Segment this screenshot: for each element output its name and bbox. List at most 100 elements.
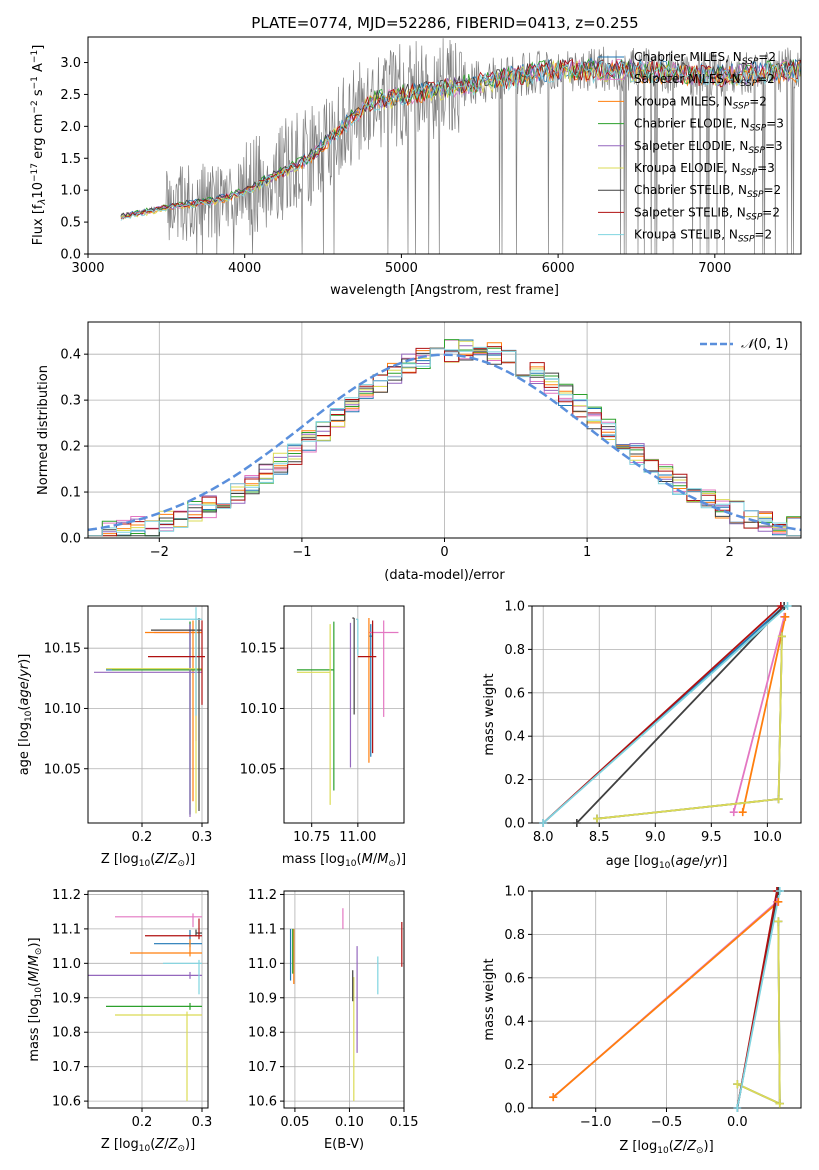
x-tick-label: 0	[440, 545, 448, 560]
y-tick-label: 0.1	[60, 486, 81, 501]
x-tick-label: −2	[150, 545, 169, 560]
y-tick-label: 10.05	[44, 762, 81, 777]
x-tick-label: −1	[292, 545, 311, 560]
weight-marker	[549, 1093, 558, 1102]
y-tick-label: 10.15	[44, 642, 81, 657]
x-axis-label: mass [log10(M/M⊙)]	[282, 852, 406, 869]
axes-frame	[87, 890, 209, 1109]
x-axis-label: age [log10(age/yr)]	[606, 854, 728, 871]
x-tick-label: 8.5	[589, 830, 610, 845]
x-tick-label: 2	[726, 545, 734, 560]
x-axis-label: Z [log10(Z/Z⊙)]	[619, 1139, 713, 1156]
axes-spectrum: 3000 4000 5000 6000 7000 0.0 0.5 1.0 1.5 2.0 2.5 3.…	[30, 36, 802, 298]
y-tick-label: 0.0	[60, 532, 81, 547]
weight-marker	[733, 1104, 742, 1112]
x-axis-label: (data-model)/error	[384, 568, 505, 583]
legend-entry: Chabrier ELODIE, NSSP=3	[634, 117, 784, 134]
legend-entry: Chabrier STELIB, NSSP=2	[634, 183, 781, 200]
weight-line	[596, 636, 783, 820]
axes-frame	[283, 890, 405, 1109]
residual-histogram	[88, 346, 801, 537]
weight-marker	[593, 814, 602, 823]
y-tick-label: 10.9	[248, 991, 277, 1006]
x-tick-label: 1	[583, 545, 591, 560]
legend-entry: Salpeter ELODIE, NSSP=3	[634, 139, 783, 156]
x-tick-label: 9.5	[701, 830, 722, 845]
legend-entry: Salpeter MILES, NSSP=2	[634, 72, 775, 89]
axes-weight-vs-Z: −1.0 −0.5 0.0 0.0 0.2 0.4 0.6 0.8 1.0 mass weight…	[482, 885, 802, 1156]
y-tick-label: 3.0	[60, 56, 81, 71]
legend-entry: 𝒩(0, 1)	[741, 337, 788, 352]
y-tick-label: 0.0	[504, 817, 525, 832]
x-tick-label: 6000	[542, 261, 575, 276]
weight-line	[596, 636, 783, 820]
y-tick-label: 0.0	[60, 248, 81, 263]
axes-mass-vs-Z: 0.2 0.3 10.6 10.7 10.8 10.9 11.0 11.1 11.2 Z [log…	[27, 888, 212, 1154]
y-tick-label: 11.2	[52, 888, 81, 903]
y-axis-label: Flux [fλ10−17 erg cm−2 s−1 A−1]	[30, 45, 48, 246]
y-tick-label: 0.8	[504, 928, 525, 943]
y-axis-label: mass weight	[482, 673, 497, 755]
y-tick-label: 0.0	[504, 1102, 525, 1117]
y-tick-label: 0.5	[60, 216, 81, 231]
y-tick-label: 11.1	[52, 922, 81, 937]
plot-area	[94, 607, 205, 817]
y-tick-label: 10.05	[240, 762, 277, 777]
y-tick-label: 1.0	[504, 600, 525, 615]
x-axis-label: E(B-V)	[324, 1137, 364, 1152]
y-tick-label: 10.10	[44, 702, 81, 717]
x-tick-label: 0.10	[335, 1115, 364, 1130]
weight-line	[741, 616, 787, 813]
weight-marker	[775, 887, 784, 895]
x-tick-label: 0.2	[132, 1115, 153, 1130]
axes-frame	[87, 605, 209, 824]
plot-area	[289, 908, 403, 1102]
y-tick-label: 2.5	[60, 88, 81, 103]
axes-frame	[87, 36, 802, 255]
weight-marker	[781, 612, 790, 621]
y-tick-label: 1.5	[60, 152, 81, 167]
x-tick-label: −0.5	[651, 1115, 683, 1130]
x-tick-label: 4000	[228, 261, 261, 276]
y-tick-label: 0.4	[504, 1015, 525, 1030]
weight-line	[596, 636, 783, 820]
plot-area	[120, 38, 801, 254]
y-tick-label: 11.0	[248, 957, 277, 972]
y-axis-label: age [log10(age/yr)]	[17, 654, 34, 776]
weight-marker	[738, 808, 747, 817]
y-tick-label: 0.2	[504, 1058, 525, 1073]
axes-residuals: −2 −1 0 1 2 0.0 0.1 0.2 0.3 0.4 (data-model)/error…	[36, 321, 802, 583]
x-axis-label: Z [log10(Z/Z⊙)]	[101, 1137, 195, 1154]
y-tick-label: 11.1	[248, 922, 277, 937]
weight-marker	[733, 1080, 742, 1089]
weight-marker	[774, 795, 783, 804]
y-tick-label: 0.4	[60, 348, 81, 363]
y-tick-label: 1.0	[504, 885, 525, 900]
x-tick-label: 0.2	[132, 830, 153, 845]
axes-mass-vs-EBV: 0.05 0.10 0.15 10.6 10.7 10.8 10.9 11.0 11.1 11.2…	[248, 888, 418, 1152]
y-tick-label: 10.8	[248, 1026, 277, 1041]
x-axis-label: Z [log10(Z/Z⊙)]	[101, 852, 195, 869]
axes-frame	[87, 321, 802, 539]
x-tick-label: 0.05	[280, 1115, 309, 1130]
plot-area	[88, 339, 801, 537]
plot-area	[296, 617, 399, 805]
weight-marker	[774, 917, 783, 926]
plot-area	[88, 913, 202, 1102]
x-tick-label: −1.0	[580, 1115, 612, 1130]
residual-histogram	[88, 339, 801, 537]
y-tick-label: 0.4	[504, 730, 525, 745]
x-tick-label: 0.3	[192, 830, 213, 845]
axes-age-vs-Z: 0.2 0.3 10.05 10.10 10.15 Z [log10(Z/Z⊙)] age …	[17, 605, 213, 869]
weight-marker	[774, 897, 783, 906]
x-tick-label: 10.0	[753, 830, 782, 845]
weight-line	[542, 606, 789, 823]
x-tick-label: 0.0	[727, 1115, 748, 1130]
weight-marker	[729, 808, 738, 817]
weight-marker	[572, 819, 581, 827]
figure-title: PLATE=0774, MJD=52286, FIBERID=0413, z=0…	[251, 14, 638, 32]
weight-marker	[776, 602, 785, 610]
x-tick-label: 11.00	[339, 830, 376, 845]
y-axis-label: Normed distribution	[36, 365, 51, 495]
y-tick-label: 11.0	[52, 957, 81, 972]
